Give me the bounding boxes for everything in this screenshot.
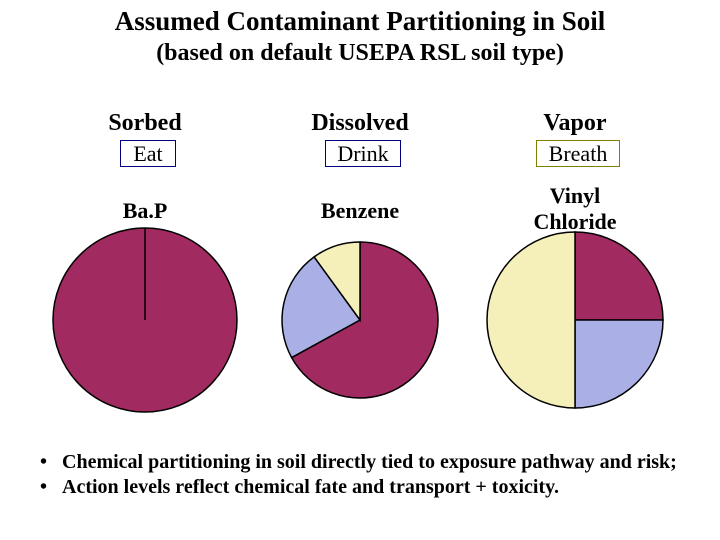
pie-label-benzene: Benzene bbox=[260, 198, 460, 224]
bullet-marker: • bbox=[40, 475, 62, 500]
pie-label-vinyl-chloride: Vinyl Chloride bbox=[475, 183, 675, 235]
pie-label-bap: Ba.P bbox=[45, 198, 245, 224]
pie-benzene bbox=[282, 242, 438, 398]
pie-slice-vinyl-chloride-dissolved bbox=[575, 320, 663, 408]
bullet-text: Action levels reflect chemical fate and … bbox=[62, 475, 680, 500]
bullet-marker: • bbox=[40, 450, 62, 475]
pie-vinyl-chloride bbox=[487, 232, 663, 408]
bullet-item: •Action levels reflect chemical fate and… bbox=[40, 475, 680, 500]
bullet-item: •Chemical partitioning in soil directly … bbox=[40, 450, 680, 475]
bullet-list: •Chemical partitioning in soil directly … bbox=[40, 450, 680, 500]
bullet-text: Chemical partitioning in soil directly t… bbox=[62, 450, 680, 475]
pie-slice-vinyl-chloride-sorbed bbox=[575, 232, 663, 320]
pie-bap bbox=[53, 228, 237, 412]
pie-slice-vinyl-chloride-vapor bbox=[487, 232, 575, 408]
slide: Assumed Contaminant Partitioning in Soil… bbox=[0, 0, 720, 540]
